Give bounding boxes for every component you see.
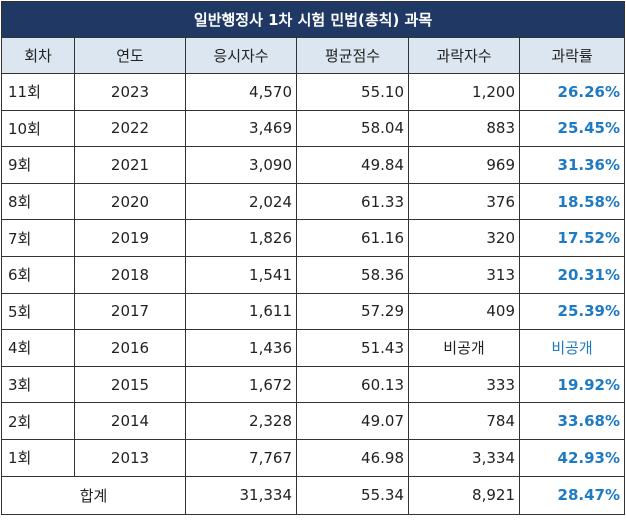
total-applicants: 31,334 <box>185 475 297 515</box>
fail-count-cell: 3,334 <box>408 438 520 477</box>
total-fail-count: 8,921 <box>408 475 520 515</box>
applicants-cell: 1,672 <box>185 365 297 404</box>
total-label: 합계 <box>1 475 186 515</box>
applicants-cell: 1,436 <box>185 329 297 367</box>
column-header-fail-rate: 과락률 <box>518 37 626 74</box>
applicants-cell: 3,090 <box>185 146 297 184</box>
year-cell: 2020 <box>74 182 186 221</box>
table-body: 11회 2023 4,570 55.10 1,200 26.26% 10회 2022 3,469… <box>1 73 626 477</box>
round-cell: 4회 <box>1 329 75 367</box>
table-row: 11회 2023 4,570 55.10 1,200 26.26% <box>1 73 626 111</box>
column-header-year: 연도 <box>74 37 186 74</box>
average-score-cell: 49.07 <box>296 402 409 440</box>
round-cell: 11회 <box>1 73 75 111</box>
applicants-cell: 2,024 <box>185 182 297 221</box>
year-cell: 2023 <box>74 73 186 111</box>
header-row: 회차 연도 응시자수 평균점수 과락자수 과락률 <box>1 37 626 74</box>
fail-rate-cell: 42.93% <box>518 438 626 477</box>
round-cell: 2회 <box>1 402 75 440</box>
fail-count-cell: 883 <box>408 109 520 148</box>
year-cell: 2013 <box>74 438 186 477</box>
average-score-cell: 60.13 <box>296 365 409 404</box>
year-cell: 2015 <box>74 365 186 404</box>
fail-rate-cell: 20.31% <box>518 255 626 294</box>
applicants-cell: 2,328 <box>185 402 297 440</box>
round-cell: 5회 <box>1 292 75 331</box>
average-score-cell: 58.36 <box>296 255 409 294</box>
fail-count-cell: 376 <box>408 182 520 221</box>
table-row: 2회 2014 2,328 49.07 784 33.68% <box>1 402 626 440</box>
round-cell: 10회 <box>1 109 75 148</box>
column-header-fail-count: 과락자수 <box>408 37 520 74</box>
applicants-cell: 1,611 <box>185 292 297 331</box>
average-score-cell: 51.43 <box>296 329 409 367</box>
fail-rate-cell: 18.58% <box>518 182 626 221</box>
table-row: 7회 2019 1,826 61.16 320 17.52% <box>1 219 626 257</box>
applicants-cell: 3,469 <box>185 109 297 148</box>
fail-rate-cell: 17.52% <box>518 219 626 257</box>
table-row: 1회 2013 7,767 46.98 3,334 42.93% <box>1 438 626 477</box>
average-score-cell: 61.33 <box>296 182 409 221</box>
fail-count-cell: 비공개 <box>408 329 520 367</box>
average-score-cell: 46.98 <box>296 438 409 477</box>
year-cell: 2021 <box>74 146 186 184</box>
column-header-average-score: 평균점수 <box>296 37 409 74</box>
year-cell: 2017 <box>74 292 186 331</box>
fail-rate-cell: 19.92% <box>518 365 626 404</box>
table-title: 일반행정사 1차 시험 민법(총칙) 과목 <box>0 1 626 38</box>
fail-rate-cell: 25.45% <box>518 109 626 148</box>
total-row: 합계 31,334 55.34 8,921 28.47% <box>1 475 626 515</box>
fail-count-cell: 1,200 <box>408 73 520 111</box>
table-row: 8회 2020 2,024 61.33 376 18.58% <box>1 182 626 221</box>
round-cell: 8회 <box>1 182 75 221</box>
fail-count-cell: 784 <box>408 402 520 440</box>
fail-count-cell: 409 <box>408 292 520 331</box>
applicants-cell: 7,767 <box>185 438 297 477</box>
round-cell: 9회 <box>1 146 75 184</box>
fail-count-cell: 320 <box>408 219 520 257</box>
table-row: 10회 2022 3,469 58.04 883 25.45% <box>1 109 626 148</box>
round-cell: 6회 <box>1 255 75 294</box>
year-cell: 2016 <box>74 329 186 367</box>
average-score-cell: 55.10 <box>296 73 409 111</box>
table-row: 9회 2021 3,090 49.84 969 31.36% <box>1 146 626 184</box>
round-cell: 1회 <box>1 438 75 477</box>
average-score-cell: 58.04 <box>296 109 409 148</box>
table-row: 3회 2015 1,672 60.13 333 19.92% <box>1 365 626 404</box>
column-header-round: 회차 <box>1 37 75 74</box>
year-cell: 2019 <box>74 219 186 257</box>
fail-rate-cell: 26.26% <box>518 73 626 111</box>
fail-count-cell: 333 <box>408 365 520 404</box>
fail-rate-cell: 33.68% <box>518 402 626 440</box>
applicants-cell: 1,541 <box>185 255 297 294</box>
table-row: 4회 2016 1,436 51.43 비공개 비공개 <box>1 329 626 367</box>
table-row: 5회 2017 1,611 57.29 409 25.39% <box>1 292 626 331</box>
table-row: 6회 2018 1,541 58.36 313 20.31% <box>1 255 626 294</box>
fail-rate-cell: 31.36% <box>518 146 626 184</box>
fail-count-cell: 969 <box>408 146 520 184</box>
year-cell: 2018 <box>74 255 186 294</box>
applicants-cell: 1,826 <box>185 219 297 257</box>
year-cell: 2022 <box>74 109 186 148</box>
average-score-cell: 49.84 <box>296 146 409 184</box>
title-row: 일반행정사 1차 시험 민법(총칙) 과목 <box>0 1 626 38</box>
fail-rate-cell: 비공개 <box>518 329 626 367</box>
applicants-cell: 4,570 <box>185 73 297 111</box>
fail-rate-cell: 25.39% <box>518 292 626 331</box>
year-cell: 2014 <box>74 402 186 440</box>
average-score-cell: 61.16 <box>296 219 409 257</box>
total-fail-rate: 28.47% <box>518 475 626 515</box>
column-header-applicants: 응시자수 <box>185 37 297 74</box>
total-average-score: 55.34 <box>296 475 409 515</box>
average-score-cell: 57.29 <box>296 292 409 331</box>
round-cell: 7회 <box>1 219 75 257</box>
fail-count-cell: 313 <box>408 255 520 294</box>
round-cell: 3회 <box>1 365 75 404</box>
